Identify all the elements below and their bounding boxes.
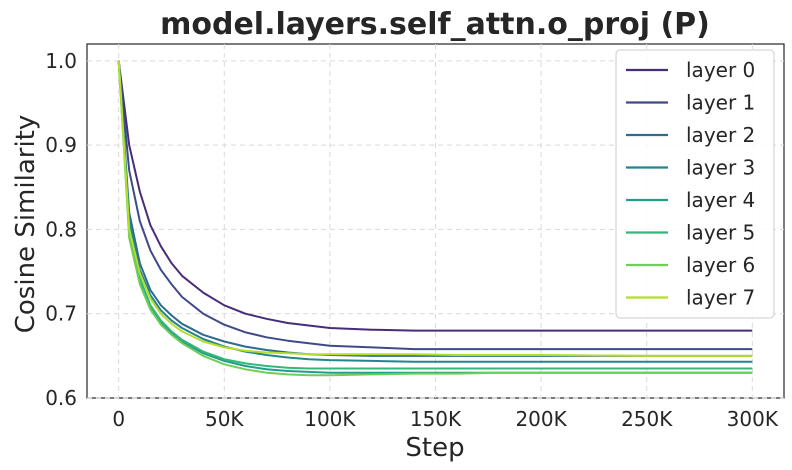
x-tick-label: 200K	[515, 407, 567, 431]
legend-label: layer 2	[686, 123, 755, 147]
legend-label: layer 5	[686, 221, 755, 245]
legend-frame	[615, 49, 775, 319]
legend: layer 0 layer 1 layer 2 layer 3 layer 4 layer…	[615, 49, 775, 319]
chart-title: model.layers.self_attn.o_proj (P)	[160, 7, 710, 42]
y-axis-ticks: 0.6 0.7 0.8 0.9 1.0	[45, 49, 77, 410]
series-line-5	[117, 60, 753, 370]
x-tick-label: 300K	[727, 407, 779, 431]
series-layer	[117, 60, 753, 377]
legend-label: layer 4	[686, 188, 755, 212]
y-tick-label: 0.9	[45, 133, 77, 157]
x-tick-label: 250K	[621, 407, 673, 431]
legend-label: layer 0	[686, 58, 755, 82]
x-tick-label: 150K	[410, 407, 462, 431]
x-tick-label: 50K	[205, 407, 244, 431]
x-axis-label: Step	[405, 433, 464, 463]
legend-label: layer 6	[686, 253, 755, 277]
y-tick-label: 0.7	[45, 302, 77, 326]
legend-label: layer 1	[686, 91, 755, 115]
series-line-0	[117, 60, 753, 332]
legend-label: layer 3	[686, 156, 755, 180]
x-tick-label: 100K	[304, 407, 356, 431]
x-axis-ticks: 0 50K 100K 150K 200K 250K 300K	[112, 407, 779, 431]
y-tick-label: 1.0	[45, 49, 77, 73]
y-tick-label: 0.6	[45, 386, 77, 410]
series-line-1	[117, 60, 753, 351]
x-tick-label: 0	[112, 407, 125, 431]
y-tick-label: 0.8	[45, 217, 77, 241]
legend-label: layer 7	[686, 286, 755, 310]
series-line-7	[117, 60, 753, 357]
y-axis-label: Cosine Similarity	[11, 115, 41, 334]
series-line-6	[117, 60, 753, 377]
series-line-3	[117, 60, 753, 363]
